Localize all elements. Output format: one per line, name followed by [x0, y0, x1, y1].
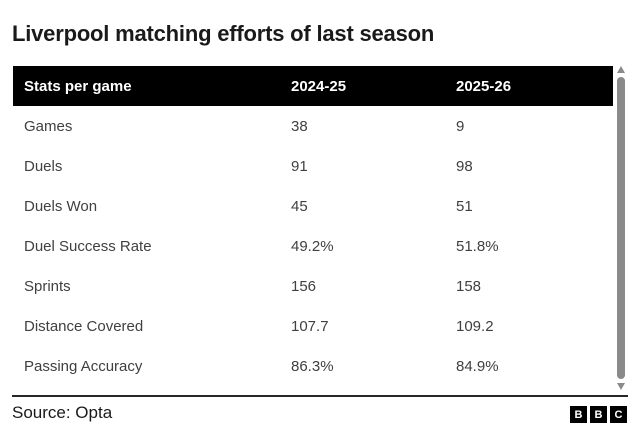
table-row: Distance Covered 107.7 109.2: [13, 306, 613, 346]
bbc-logo-block-c: C: [610, 406, 627, 423]
row-label: Duel Success Rate: [24, 237, 152, 255]
column-header-2025-26: 2025-26: [456, 77, 512, 95]
stats-table: Stats per game 2024-25 2025-26 Games 38 …: [13, 66, 613, 386]
row-label: Passing Accuracy: [24, 357, 143, 375]
row-value-2025-26: 84.9%: [456, 357, 499, 375]
row-value-2024-25: 91: [291, 157, 308, 175]
table-row: Games 38 9: [13, 106, 613, 146]
vertical-scrollbar[interactable]: [616, 66, 625, 390]
row-value-2024-25: 156: [291, 277, 317, 295]
bbc-logo: B B C: [570, 406, 627, 423]
row-label: Games: [24, 117, 73, 135]
bbc-logo-block-b1: B: [570, 406, 587, 423]
row-label: Duels Won: [24, 197, 98, 215]
row-label: Distance Covered: [24, 317, 144, 335]
row-value-2025-26: 109.2: [456, 317, 494, 335]
row-value-2025-26: 9: [456, 117, 465, 135]
row-label: Sprints: [24, 277, 71, 295]
source-attribution: Source: Opta: [12, 403, 113, 422]
column-header-2024-25: 2024-25: [291, 77, 347, 95]
table-row: Duels Won 45 51: [13, 186, 613, 226]
scrollbar-thumb[interactable]: [616, 77, 625, 379]
row-value-2025-26: 98: [456, 157, 473, 175]
column-header-stats: Stats per game: [24, 77, 132, 95]
row-value-2024-25: 86.3%: [291, 357, 334, 375]
row-value-2025-26: 51.8%: [456, 237, 499, 255]
row-value-2024-25: 45: [291, 197, 308, 215]
table-row: Duels 91 98: [13, 146, 613, 186]
bbc-logo-block-b2: B: [590, 406, 607, 423]
row-value-2024-25: 38: [291, 117, 308, 135]
footer-divider: [12, 395, 628, 397]
row-value-2024-25: 107.7: [291, 317, 329, 335]
row-label: Duels: [24, 157, 63, 175]
table-row: Passing Accuracy 86.3% 84.9%: [13, 346, 613, 386]
row-value-2025-26: 158: [456, 277, 482, 295]
table-header-row: Stats per game 2024-25 2025-26: [13, 66, 613, 106]
table-row: Sprints 156 158: [13, 266, 613, 306]
row-value-2025-26: 51: [456, 197, 473, 215]
scroll-down-icon[interactable]: [616, 383, 625, 390]
page-title: Liverpool matching efforts of last seaso…: [12, 21, 435, 46]
scroll-up-icon[interactable]: [616, 66, 625, 73]
table-row: Duel Success Rate 49.2% 51.8%: [13, 226, 613, 266]
row-value-2024-25: 49.2%: [291, 237, 334, 255]
